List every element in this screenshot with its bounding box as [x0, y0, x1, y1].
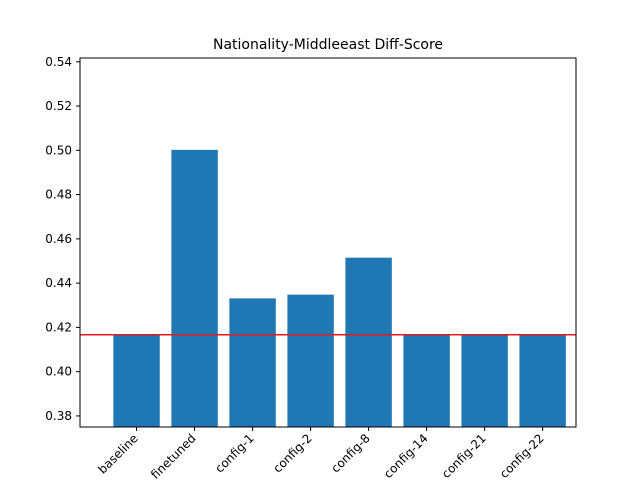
y-tick-label: 0.40 [45, 365, 72, 379]
bar-finetuned [171, 149, 218, 428]
x-tick-label: config-14 [381, 431, 431, 480]
y-tick-label: 0.44 [45, 276, 72, 290]
chart-title: Nationality-Middleeast Diff-Score [213, 37, 443, 53]
bar-config-1 [229, 298, 276, 427]
x-tick-label: config-1 [212, 431, 256, 475]
x-tick-label: config-2 [270, 431, 314, 475]
y-tick-label: 0.54 [45, 55, 72, 69]
y-tick-label: 0.50 [45, 143, 72, 157]
y-axis: 0.38 0.40 0.42 0.44 0.46 0.48 0.50 0.52 0.54 [45, 55, 80, 423]
x-tick-label: config-22 [497, 431, 547, 480]
x-tick-label: config-21 [439, 431, 489, 480]
plot-frame [79, 57, 577, 428]
x-axis: baseline finetuned config-1 config-2 config-… [95, 427, 547, 480]
y-tick-label: 0.46 [45, 232, 72, 246]
bar-config-22 [519, 334, 566, 427]
x-tick-label: baseline [95, 431, 140, 476]
y-tick-label: 0.38 [45, 409, 72, 423]
bar-config-21 [461, 334, 508, 427]
bar-config-14 [403, 334, 450, 427]
bars-layer [113, 149, 566, 428]
y-tick-label: 0.42 [45, 320, 72, 334]
y-tick-label: 0.48 [45, 188, 72, 202]
x-tick-label: config-8 [328, 431, 372, 475]
bar-baseline [113, 334, 160, 427]
x-tick-label: finetuned [148, 431, 199, 480]
bar-config-8 [345, 257, 392, 427]
y-tick-label: 0.52 [45, 99, 72, 113]
bar-config-2 [287, 294, 334, 427]
